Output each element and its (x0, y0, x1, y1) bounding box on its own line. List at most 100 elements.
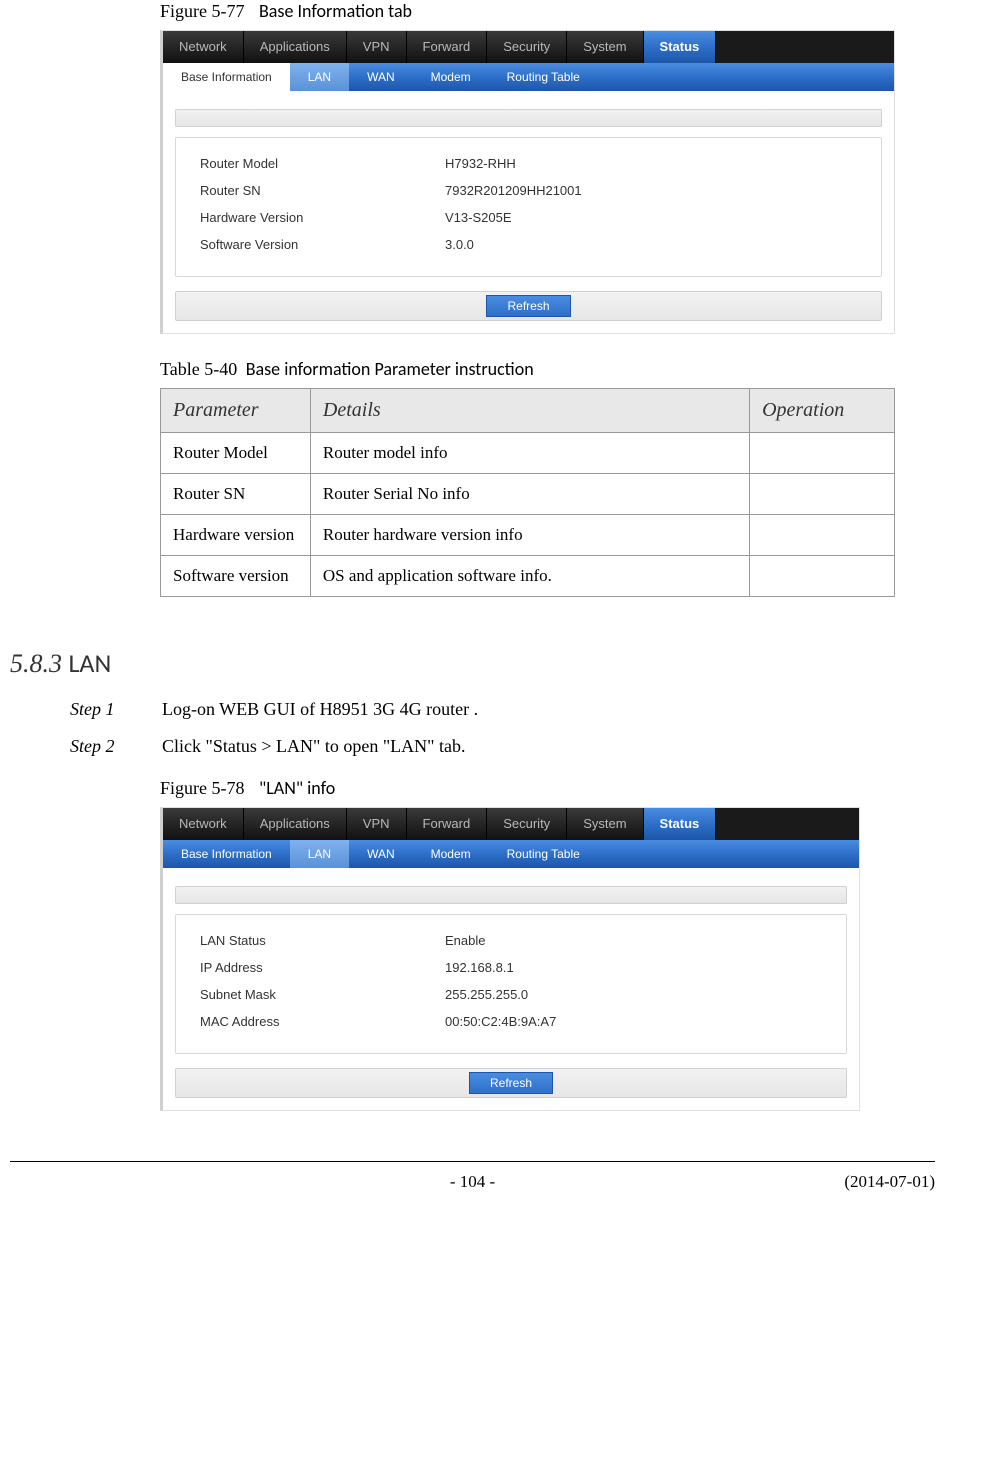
tab-vpn[interactable]: VPN (347, 808, 407, 840)
cell-op (750, 433, 895, 474)
subtab-wan[interactable]: WAN (349, 840, 413, 868)
tab-security[interactable]: Security (487, 808, 567, 840)
step-text: Log-on WEB GUI of H8951 3G 4G router . (162, 699, 478, 720)
info-value: Enable (445, 933, 822, 948)
cell-param: Router Model (161, 433, 311, 474)
subtab-routing-table[interactable]: Routing Table (489, 840, 598, 868)
table-number: Table 5-40 (160, 359, 237, 379)
footer-date: (2014-07-01) (735, 1172, 935, 1192)
table-header-parameter: Parameter (161, 389, 311, 433)
info-label: MAC Address (200, 1014, 445, 1029)
info-value: 3.0.0 (445, 237, 857, 252)
refresh-button[interactable]: Refresh (486, 295, 570, 317)
info-value: 00:50:C2:4B:9A:A7 (445, 1014, 822, 1029)
page-number: - 104 - (210, 1172, 735, 1192)
subtab-lan[interactable]: LAN (290, 63, 349, 91)
table-row: Router Model Router model info (161, 433, 895, 474)
info-label: Hardware Version (200, 210, 445, 225)
figure-number: Figure 5-77 (160, 1, 245, 21)
table-header-details: Details (310, 389, 749, 433)
main-tab-bar: Network Applications VPN Forward Securit… (163, 808, 859, 840)
table-header-operation: Operation (750, 389, 895, 433)
table-row: Router SN Router Serial No info (161, 474, 895, 515)
info-label: IP Address (200, 960, 445, 975)
subtab-base-information[interactable]: Base Information (163, 840, 290, 868)
subtab-lan[interactable]: LAN (290, 840, 349, 868)
refresh-bar: Refresh (175, 291, 882, 321)
panel-header-bar (175, 886, 847, 904)
step-row: Step 1 Log-on WEB GUI of H8951 3G 4G rou… (70, 699, 935, 720)
figure-caption: Figure 5-77 Base Information tab (160, 0, 935, 22)
table-title: Base information Parameter instruction (246, 358, 534, 380)
info-value: 7932R201209HH21001 (445, 183, 857, 198)
subtab-base-information[interactable]: Base Information (163, 63, 290, 91)
step-row: Step 2 Click "Status > LAN" to open "LAN… (70, 736, 935, 757)
sub-tab-bar: Base Information LAN WAN Modem Routing T… (163, 63, 894, 91)
info-row: Router Model H7932-RHH (200, 150, 857, 177)
info-row: LAN Status Enable (200, 927, 822, 954)
step-label: Step 2 (70, 736, 162, 757)
table-caption: Table 5-40 Base information Parameter in… (160, 358, 935, 380)
tab-vpn[interactable]: VPN (347, 31, 407, 63)
tab-security[interactable]: Security (487, 31, 567, 63)
tab-applications[interactable]: Applications (244, 31, 347, 63)
cell-param: Router SN (161, 474, 311, 515)
page-footer: - 104 - (2014-07-01) (10, 1161, 935, 1192)
step-text: Click "Status > LAN" to open "LAN" tab. (162, 736, 466, 757)
subtab-modem[interactable]: Modem (413, 63, 489, 91)
cell-op (750, 474, 895, 515)
info-label: Subnet Mask (200, 987, 445, 1002)
subtab-wan[interactable]: WAN (349, 63, 413, 91)
info-panel: Router Model H7932-RHH Router SN 7932R20… (175, 137, 882, 277)
info-label: Router SN (200, 183, 445, 198)
tab-status[interactable]: Status (644, 808, 717, 840)
refresh-bar: Refresh (175, 1068, 847, 1098)
subtab-routing-table[interactable]: Routing Table (489, 63, 598, 91)
cell-param: Software version (161, 556, 311, 597)
main-tab-bar: Network Applications VPN Forward Securit… (163, 31, 894, 63)
info-panel: LAN Status Enable IP Address 192.168.8.1… (175, 914, 847, 1054)
figure-caption: Figure 5-78 "LAN" info (160, 777, 935, 799)
subtab-modem[interactable]: Modem (413, 840, 489, 868)
tab-forward[interactable]: Forward (407, 808, 488, 840)
cell-op (750, 515, 895, 556)
tab-applications[interactable]: Applications (244, 808, 347, 840)
tab-network[interactable]: Network (163, 808, 244, 840)
info-label: Router Model (200, 156, 445, 171)
info-value: V13-S205E (445, 210, 857, 225)
figure-title: Base Information tab (259, 0, 412, 22)
tab-forward[interactable]: Forward (407, 31, 488, 63)
info-row: Router SN 7932R201209HH21001 (200, 177, 857, 204)
figure-number: Figure 5-78 (160, 778, 245, 798)
info-row: Subnet Mask 255.255.255.0 (200, 981, 822, 1008)
info-value: H7932-RHH (445, 156, 857, 171)
router-ui-screenshot-base-info: Network Applications VPN Forward Securit… (160, 30, 895, 334)
section-title: LAN (69, 647, 112, 679)
info-row: MAC Address 00:50:C2:4B:9A:A7 (200, 1008, 822, 1035)
table-row: Hardware version Router hardware version… (161, 515, 895, 556)
sub-tab-bar: Base Information LAN WAN Modem Routing T… (163, 840, 859, 868)
info-row: Software Version 3.0.0 (200, 231, 857, 258)
tab-status[interactable]: Status (644, 31, 717, 63)
info-row: Hardware Version V13-S205E (200, 204, 857, 231)
tab-system[interactable]: System (567, 31, 643, 63)
info-label: Software Version (200, 237, 445, 252)
section-heading: 5.8.3 LAN (10, 647, 935, 679)
parameter-table: Parameter Details Operation Router Model… (160, 388, 895, 597)
info-label: LAN Status (200, 933, 445, 948)
info-row: IP Address 192.168.8.1 (200, 954, 822, 981)
step-label: Step 1 (70, 699, 162, 720)
router-ui-screenshot-lan: Network Applications VPN Forward Securit… (160, 807, 860, 1111)
section-number: 5.8.3 (10, 649, 62, 678)
cell-details: Router hardware version info (310, 515, 749, 556)
info-value: 192.168.8.1 (445, 960, 822, 975)
refresh-button[interactable]: Refresh (469, 1072, 553, 1094)
cell-details: OS and application software info. (310, 556, 749, 597)
cell-param: Hardware version (161, 515, 311, 556)
tab-system[interactable]: System (567, 808, 643, 840)
table-row: Software version OS and application soft… (161, 556, 895, 597)
info-value: 255.255.255.0 (445, 987, 822, 1002)
panel-header-bar (175, 109, 882, 127)
cell-details: Router Serial No info (310, 474, 749, 515)
tab-network[interactable]: Network (163, 31, 244, 63)
